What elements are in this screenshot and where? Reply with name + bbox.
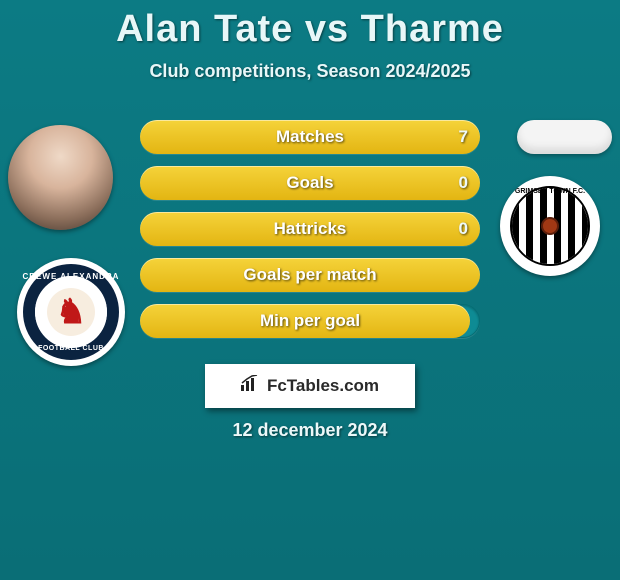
lion-icon: ♞ [56,292,86,332]
page-title: Alan Tate vs Tharme [0,0,620,51]
club-left-crest: CREWE ALEXANDRA ♞ FOOTBALL CLUB [17,258,125,366]
bar-row-goals-per-match: Goals per match [140,258,480,292]
bar-fill [140,304,470,338]
bar-fill [140,258,480,292]
ball-icon [541,217,559,235]
subtitle: Club competitions, Season 2024/2025 [0,61,620,82]
comparison-chart: Matches 7 Goals 0 Hattricks 0 Goals per … [140,120,480,350]
club-right-crest: GRIMSBY TOWN F.C. [500,176,600,276]
chart-icon [241,375,261,396]
bar-row-matches: Matches 7 [140,120,480,154]
bar-fill [140,212,480,246]
source-text: FcTables.com [267,376,379,396]
bar-fill [140,166,480,200]
player-left-photo [8,125,113,230]
club-left-name-bot: FOOTBALL CLUB [17,345,125,352]
bar-row-min-per-goal: Min per goal [140,304,480,338]
player-right-photo [517,120,612,154]
date-text: 12 december 2024 [0,420,620,441]
bar-row-hattricks: Hattricks 0 [140,212,480,246]
bar-row-goals: Goals 0 [140,166,480,200]
bar-fill [140,120,480,154]
club-right-name: GRIMSBY TOWN F.C. [500,188,600,195]
source-badge[interactable]: FcTables.com [205,364,415,408]
